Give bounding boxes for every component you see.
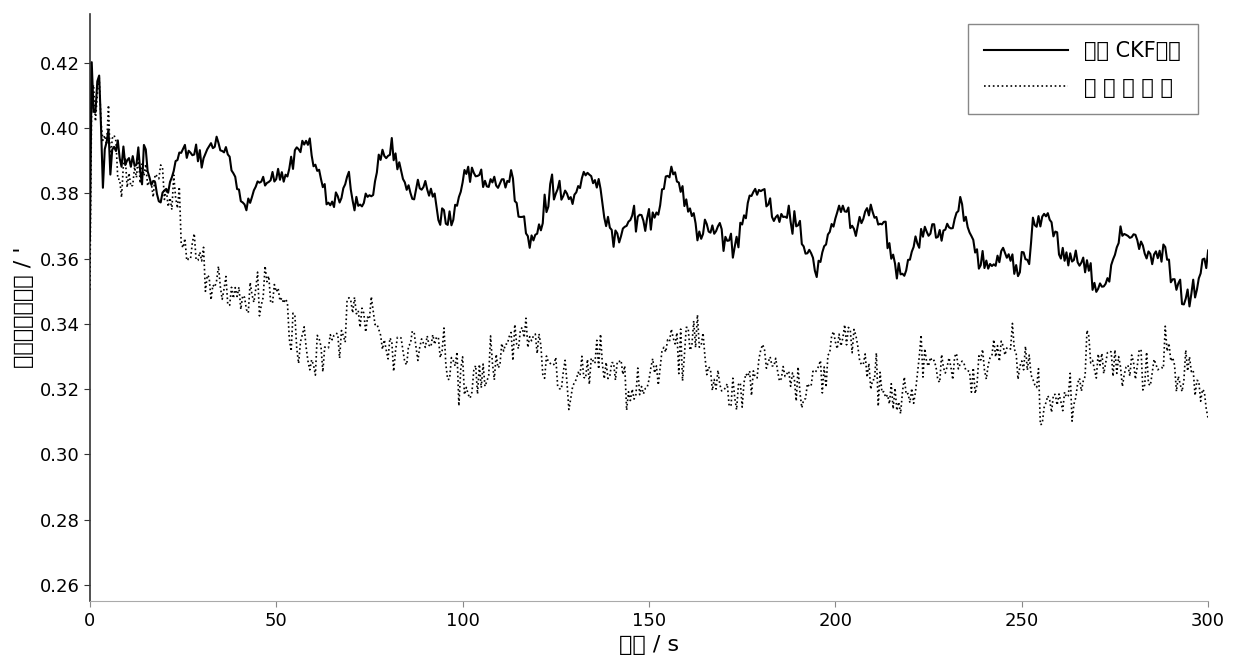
本 发 明 算 法	[1168, 387, 1183, 395]
传统 CKF算法	[1182, 302, 1197, 310]
传统 CKF算法	[453, 188, 468, 196]
本 发 明 算 法	[92, 73, 107, 81]
Y-axis label: 横摇失准角误差 / ': 横摇失准角误差 / '	[14, 247, 33, 368]
传统 CKF算法	[155, 189, 170, 197]
X-axis label: 时间 / s: 时间 / s	[620, 635, 679, 655]
本 发 明 算 法	[1130, 362, 1145, 370]
传统 CKF算法	[294, 148, 309, 156]
传统 CKF算法	[1201, 246, 1215, 254]
传统 CKF算法	[975, 247, 990, 255]
本 发 明 算 法	[1033, 421, 1048, 429]
Line: 本 发 明 算 法: 本 发 明 算 法	[90, 77, 1208, 425]
Line: 传统 CKF算法: 传统 CKF算法	[90, 62, 1208, 306]
本 发 明 算 法	[1201, 414, 1215, 422]
本 发 明 算 法	[155, 164, 170, 172]
本 发 明 算 法	[294, 338, 309, 346]
本 发 明 算 法	[83, 286, 98, 294]
Legend: 传统 CKF算法, 本 发 明 算 法: 传统 CKF算法, 本 发 明 算 法	[968, 24, 1198, 114]
本 发 明 算 法	[975, 345, 990, 353]
传统 CKF算法	[1127, 231, 1142, 239]
传统 CKF算法	[1167, 275, 1182, 283]
传统 CKF算法	[83, 236, 98, 244]
本 发 明 算 法	[453, 365, 468, 373]
传统 CKF算法	[84, 58, 99, 66]
